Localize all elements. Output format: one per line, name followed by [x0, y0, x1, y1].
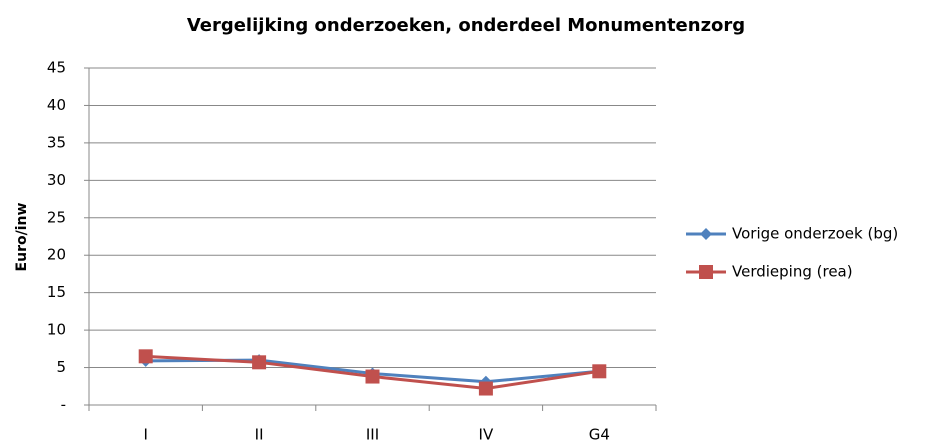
legend-marker [699, 265, 713, 279]
x-tick-label: III [366, 426, 379, 442]
y-tick-label: - [61, 396, 66, 414]
y-tick-label: 30 [47, 171, 66, 189]
y-tick-label: 25 [47, 208, 66, 226]
y-tick-label: 5 [56, 358, 66, 376]
point [592, 364, 607, 379]
point [365, 369, 380, 384]
y-tick-label: 10 [47, 321, 66, 339]
y-axis-label: Euro/inw [14, 203, 30, 272]
legend-label: Verdieping (rea) [732, 263, 853, 281]
x-tick-label: II [255, 426, 264, 442]
x-tick-label: I [143, 426, 147, 442]
x-tick-label: G4 [589, 426, 610, 442]
y-tick-label: 20 [47, 246, 66, 264]
point [478, 381, 493, 396]
y-tick-label: 15 [47, 283, 66, 301]
y-tick-label: 40 [47, 96, 66, 114]
legend-label: Vorige onderzoek (bg) [732, 225, 898, 243]
legend-marker [700, 228, 712, 240]
x-tick-label: IV [479, 426, 494, 442]
y-tick-label: 45 [47, 59, 66, 77]
point [138, 349, 153, 364]
y-tick-label: 35 [47, 133, 66, 151]
point [252, 355, 267, 370]
chart-title: Vergelijking onderzoeken, onderdeel Monu… [187, 15, 745, 36]
